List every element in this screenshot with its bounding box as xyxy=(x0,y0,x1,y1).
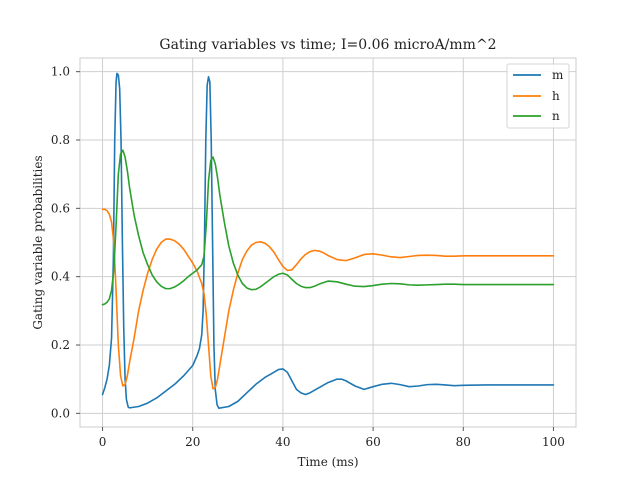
legend-label-n: n xyxy=(552,109,560,123)
y-tick-label: 0.4 xyxy=(51,270,70,284)
x-tick-label: 0 xyxy=(99,435,107,449)
x-tick-label: 20 xyxy=(185,435,200,449)
series-line-h xyxy=(101,208,555,390)
x-tick-label: 100 xyxy=(542,435,565,449)
x-tick-label: 60 xyxy=(365,435,380,449)
x-tick-label: 40 xyxy=(275,435,290,449)
plot-frame xyxy=(79,57,577,428)
series-lines xyxy=(101,72,555,410)
series-line-n xyxy=(101,149,555,306)
y-tick-label: 1.0 xyxy=(51,65,70,79)
x-axis-label: Time (ms) xyxy=(297,455,358,469)
legend: m h n xyxy=(506,63,570,129)
y-tick-label: 0.8 xyxy=(51,133,70,147)
axis-ticks: 0 20 40 60 80 100 0.0 0.2 0.4 0.6 0.8 1.0 xyxy=(51,65,565,449)
legend-label-m: m xyxy=(552,68,564,82)
y-tick-label: 0.0 xyxy=(51,406,70,420)
x-tick-label: 80 xyxy=(456,435,471,449)
y-tick-label: 0.2 xyxy=(51,338,70,352)
chart-title: Gating variables vs time; I=0.06 microA/… xyxy=(159,37,496,53)
series-line-m xyxy=(101,72,555,410)
y-axis-label: Gating variable probabilities xyxy=(31,155,45,329)
y-tick-label: 0.6 xyxy=(51,201,70,215)
legend-label-h: h xyxy=(552,89,560,103)
grid-lines xyxy=(80,58,576,427)
